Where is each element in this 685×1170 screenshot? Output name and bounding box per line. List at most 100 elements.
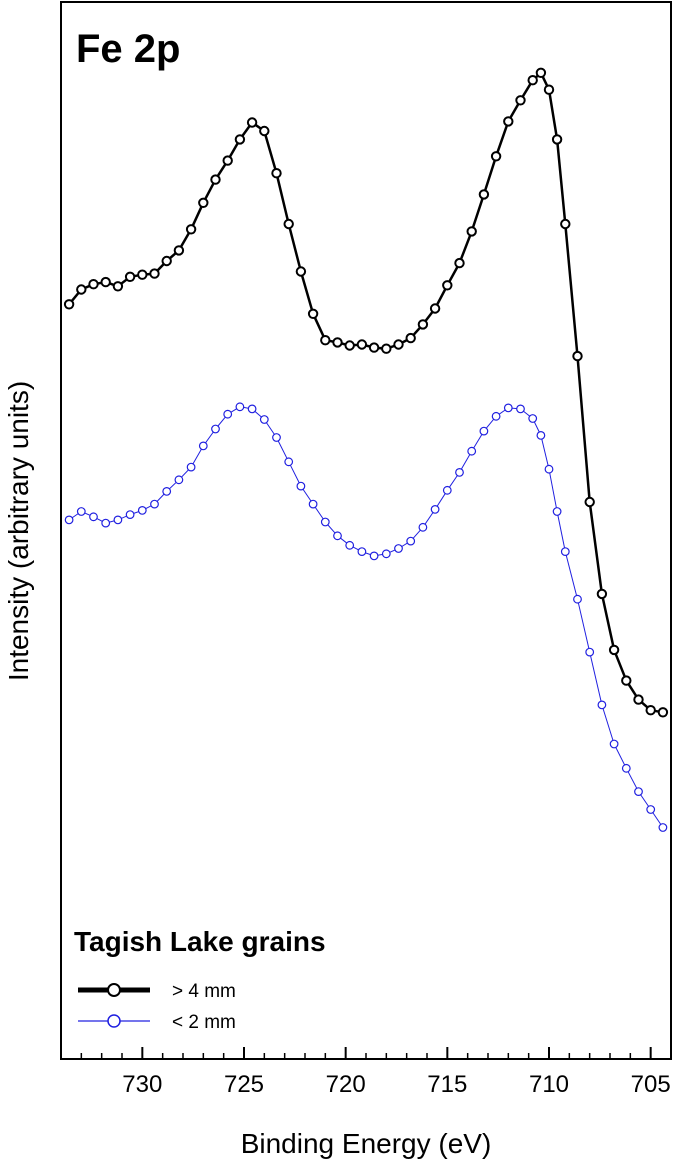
data-point [63, 299, 75, 310]
data-point [455, 468, 464, 477]
data-point [125, 510, 135, 519]
series-0 [63, 67, 669, 718]
data-point [491, 411, 501, 421]
data-point [246, 117, 258, 128]
data-point [173, 245, 185, 256]
data-point [657, 707, 669, 718]
data-point [162, 487, 172, 496]
data-point [320, 517, 330, 527]
data-point [76, 507, 86, 516]
data-point [259, 415, 269, 424]
series-layer [63, 67, 669, 832]
x-tick-label-730: 730 [122, 1071, 162, 1098]
data-point [211, 424, 220, 434]
data-point [596, 588, 608, 600]
data-point [528, 414, 538, 423]
y-axis-title: Intensity (arbitrary units) [3, 381, 34, 681]
data-point [284, 457, 294, 467]
data-point [381, 343, 392, 354]
data-point [76, 284, 87, 295]
data-point [64, 515, 74, 525]
data-point [572, 350, 583, 362]
x-axis-title: Binding Energy (eV) [241, 1128, 492, 1159]
data-point [560, 547, 570, 556]
data-point [137, 506, 147, 515]
data-point [609, 739, 619, 749]
data-point [222, 155, 233, 166]
data-point [381, 549, 391, 559]
data-point [394, 544, 403, 553]
legend-label-large: > 4 mm [172, 981, 236, 1002]
data-point [646, 805, 656, 814]
data-point [235, 402, 245, 412]
legend-title: Tagish Lake grains [74, 926, 326, 957]
data-point [223, 409, 233, 419]
series-line-0 [68, 71, 664, 714]
data-point [536, 431, 546, 440]
data-point [89, 512, 98, 522]
x-tick-label-715: 715 [427, 1071, 467, 1098]
data-point [608, 644, 620, 656]
data-point [552, 507, 562, 516]
data-point [406, 536, 416, 546]
data-point [454, 257, 465, 269]
data-point [369, 551, 379, 561]
data-point [198, 197, 209, 209]
data-point [101, 518, 111, 528]
data-point [124, 271, 136, 282]
data-point [296, 481, 306, 491]
data-point [442, 280, 453, 291]
data-point [490, 151, 502, 162]
data-point [466, 226, 477, 237]
data-point [430, 505, 440, 514]
data-point [295, 266, 307, 277]
data-point [259, 125, 270, 137]
data-point [645, 705, 656, 716]
data-point [467, 446, 477, 456]
series-1 [64, 402, 668, 832]
data-point [560, 218, 571, 230]
data-point [368, 342, 380, 353]
data-point [478, 189, 490, 200]
legend-item-large-grains: > 4 mm [78, 981, 236, 1002]
data-point [332, 337, 343, 348]
data-point [320, 335, 331, 346]
data-point [544, 464, 554, 474]
legend-item-small-grains: < 2 mm [78, 1012, 236, 1033]
data-point [418, 522, 428, 532]
data-point [344, 340, 355, 351]
x-tick-label-725: 725 [224, 1071, 264, 1098]
data-point [185, 224, 197, 235]
data-point [356, 339, 368, 350]
data-point [113, 515, 123, 525]
data-point [479, 426, 489, 436]
chart-title: Fe 2p [76, 27, 180, 71]
data-point [333, 531, 342, 541]
data-point [88, 279, 99, 290]
data-point [503, 403, 513, 413]
data-point [543, 84, 555, 95]
legend: Tagish Lake grains > 4 mm < 2 mm [74, 926, 326, 1033]
data-point [597, 700, 607, 710]
data-point [112, 281, 124, 292]
x-tick-label-705: 705 [631, 1071, 671, 1098]
legend-label-small: < 2 mm [172, 1012, 236, 1033]
data-point [515, 95, 526, 106]
data-point [137, 269, 148, 280]
data-point [247, 404, 257, 414]
data-point [551, 134, 563, 145]
data-point [308, 499, 318, 509]
legend-swatch-marker-small [107, 1014, 121, 1028]
data-point [442, 485, 452, 495]
x-axis: 730 725 720 715 710 705 [60, 1047, 672, 1098]
data-point [503, 116, 514, 127]
data-point [621, 763, 631, 773]
series-line-1 [68, 406, 664, 828]
data-point [186, 462, 196, 472]
data-point [283, 218, 294, 230]
data-point [198, 441, 208, 451]
data-point [272, 433, 281, 442]
data-point [161, 255, 172, 267]
data-point [393, 339, 404, 350]
